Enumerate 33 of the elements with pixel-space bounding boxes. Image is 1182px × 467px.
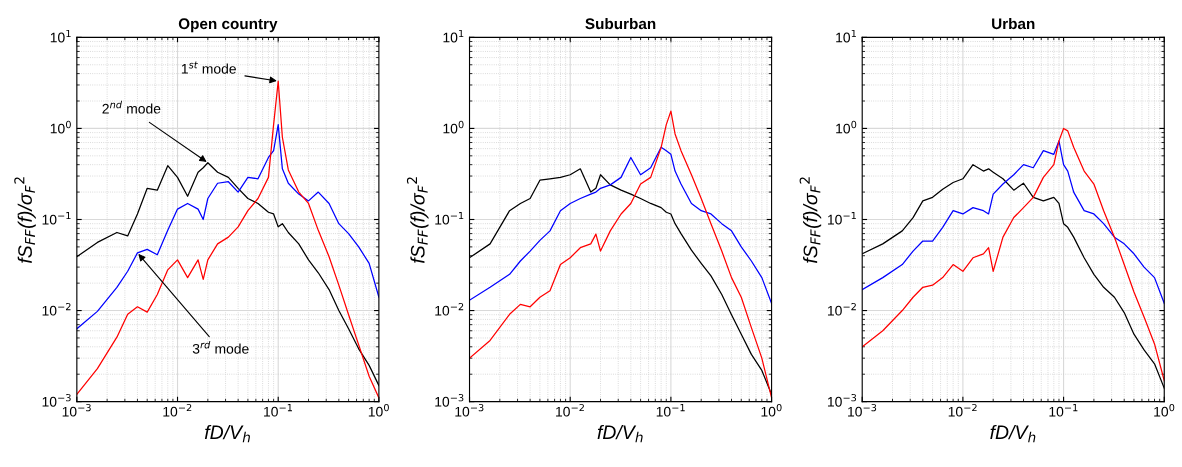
x-tick-label: 10$^{−2}$ — [163, 403, 192, 417]
x-tick-label: 10$^{−1}$ — [1049, 404, 1078, 417]
y-tick-label: 10$^{−2}$ — [42, 302, 71, 316]
y-tick-label: 10$^{1}$ — [443, 29, 464, 43]
y-tick-label: 10$^{−1}$ — [42, 212, 71, 225]
annotation: 1$^{st}$ mode — [181, 61, 236, 74]
x-tick-label: 10$^{−2}$ — [556, 403, 584, 417]
y-axis-title: fS$_{FF}$(f)/σ$_{F}$$^{2}$ — [406, 177, 429, 263]
x-tick-label: 10$^{0}$ — [761, 403, 782, 417]
y-tick-label: 10$^{0}$ — [443, 120, 464, 134]
annotation: 3$^{rd}$ mode — [192, 340, 249, 354]
chart-title: Open country — [178, 18, 278, 33]
chart-title: Suburban — [585, 17, 656, 30]
y-tick-label: 10$^{0}$ — [836, 120, 857, 134]
x-axis-title: fD/V$_{h}$ — [597, 424, 643, 443]
x-tick-label: 10$^{0}$ — [1154, 403, 1175, 417]
x-tick-label: 10$^{0}$ — [368, 403, 389, 417]
y-tick-label: 10$^{1}$ — [836, 29, 856, 43]
y-tick-label: 10$^{−2}$ — [435, 302, 464, 316]
y-axis-title: fS$_{FF}$(f)/σ$_{F}$$^{2}$ — [14, 177, 36, 263]
x-tick-label: 10$^{−1}$ — [656, 404, 685, 417]
x-tick-label: 10$^{−1}$ — [264, 404, 293, 417]
y-tick-label: 10$^{0}$ — [50, 120, 71, 134]
y-tick-label: 10$^{−1}$ — [435, 212, 464, 225]
annotation: 2$^{nd}$ mode — [102, 100, 161, 114]
x-tick-label: 10$^{−2}$ — [948, 403, 977, 417]
y-tick-label: 10$^{−2}$ — [827, 302, 856, 316]
x-axis-title: fD/V$_{h}$ — [204, 424, 250, 443]
y-tick-label: 10$^{1}$ — [50, 29, 71, 43]
y-axis-title: fS$_{FF}$(f)/σ$_{F}$$^{2}$ — [799, 177, 822, 263]
chart-title: Urban — [992, 17, 1035, 30]
y-tick-label: 10$^{−1}$ — [827, 212, 856, 225]
x-axis-title: fD/V$_{h}$ — [990, 424, 1036, 443]
